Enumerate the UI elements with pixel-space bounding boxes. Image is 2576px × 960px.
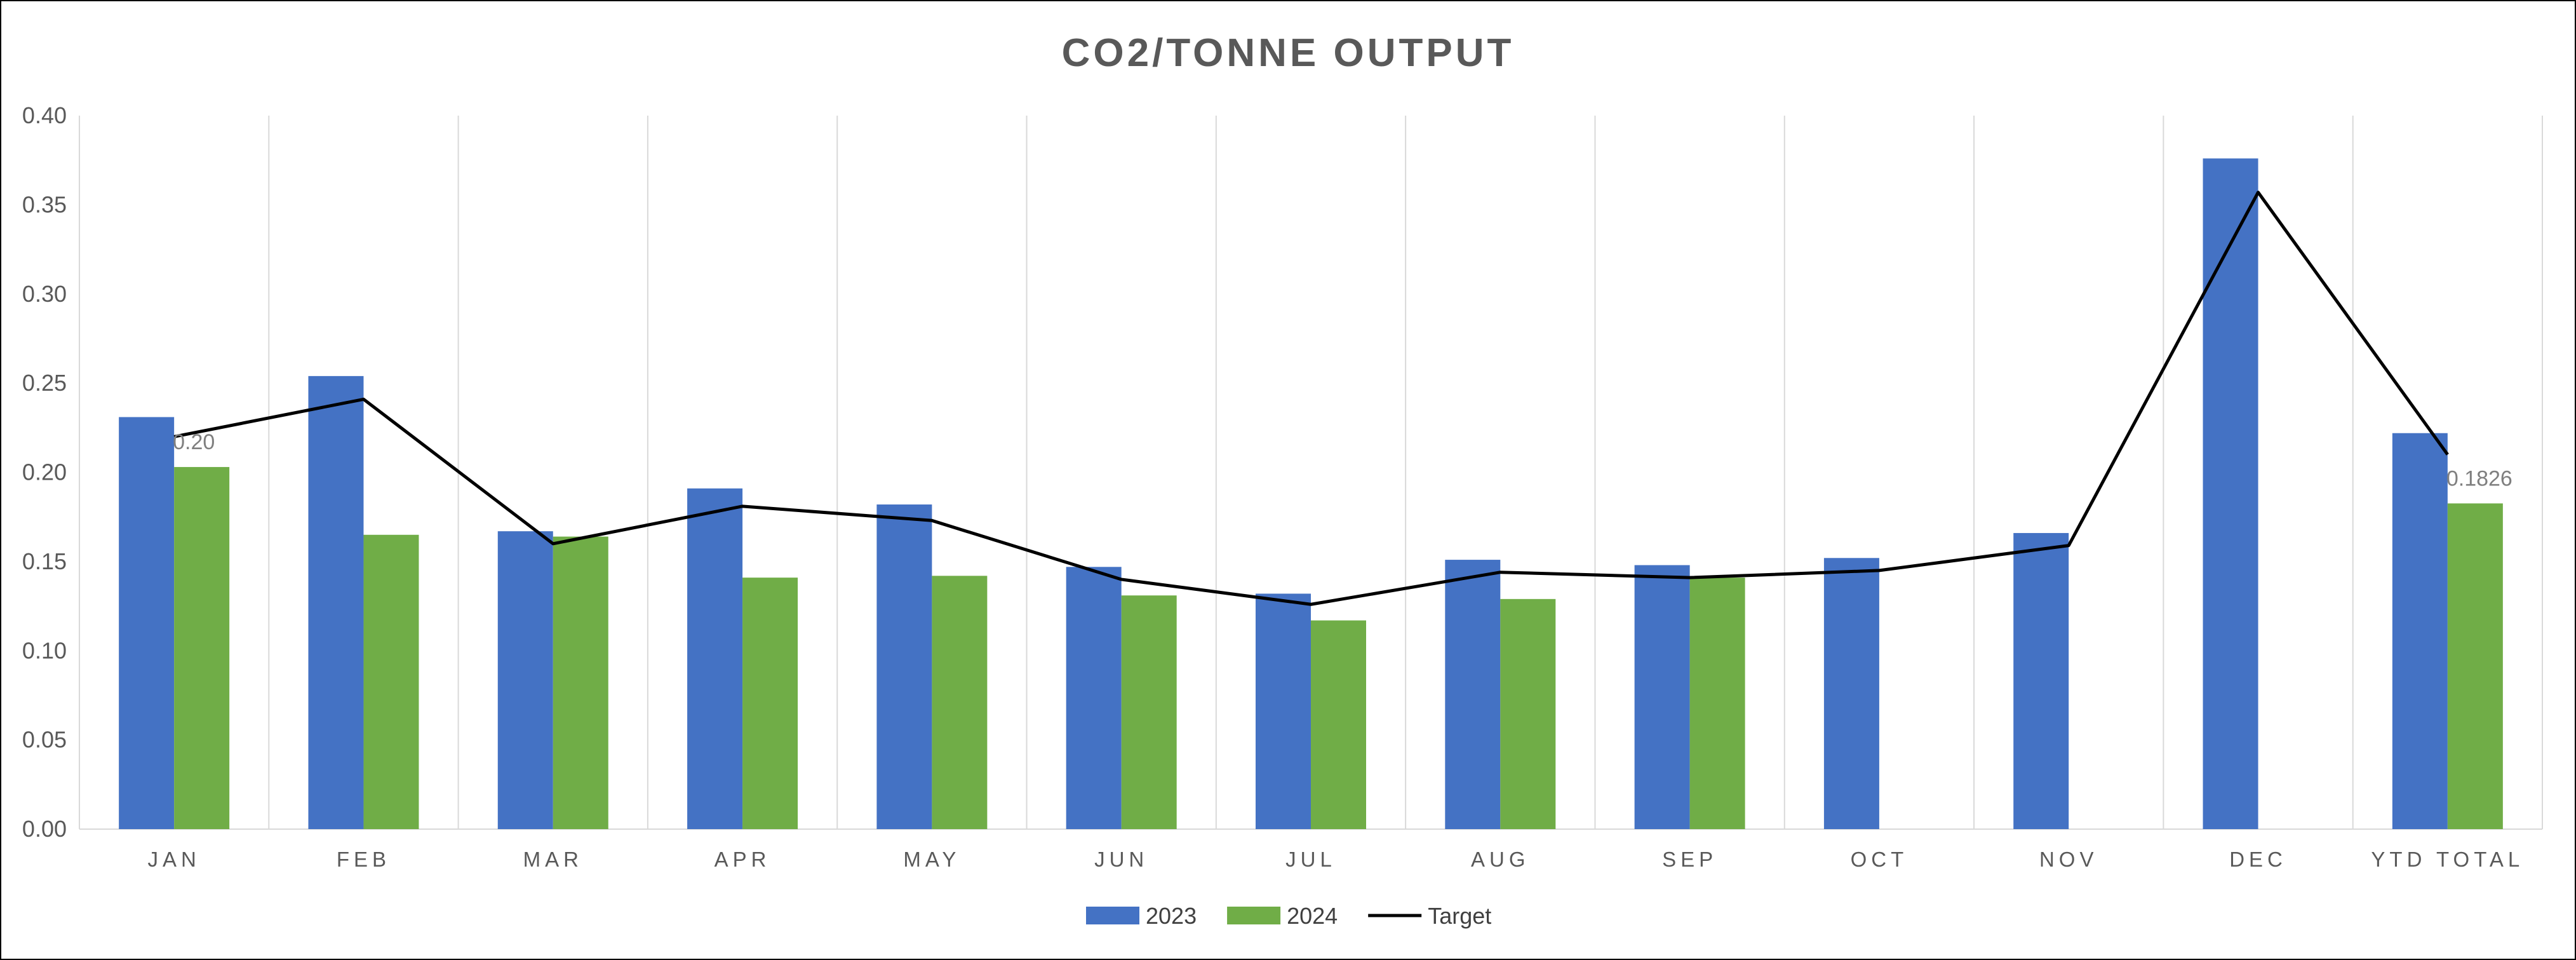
x-axis: JAN FEB MAR APR MAY JUN JUL AUG SEP OCT NOV DEC YTD … xyxy=(147,848,2524,871)
bar-2024-sep xyxy=(1689,578,1745,829)
y-tick-label: 0.20 xyxy=(22,459,67,485)
bar-2023-sep xyxy=(1634,565,1690,829)
bar-2023-oct xyxy=(1823,558,1879,829)
target-line xyxy=(173,191,2449,606)
data-label: 0.1826 xyxy=(2446,466,2512,490)
y-tick-label: 0.15 xyxy=(22,548,67,574)
bar-2024-may xyxy=(932,576,988,829)
x-tick-label: MAY xyxy=(903,848,960,871)
y-tick-label: 0.00 xyxy=(22,816,67,842)
bars xyxy=(119,158,2503,829)
x-tick-label: YTD TOTAL xyxy=(2371,848,2524,871)
bar-2024-mar xyxy=(553,536,608,829)
data-labels: 0.20 0.1826 xyxy=(173,430,2512,490)
bar-2024-feb xyxy=(363,534,419,829)
x-tick-label: MAR xyxy=(523,848,583,871)
legend-label-2024: 2024 xyxy=(1287,903,1338,929)
bar-2023-dec xyxy=(2203,158,2258,829)
legend-label-target: Target xyxy=(1428,903,1491,929)
y-axis: 0.00 0.05 0.10 0.15 0.20 0.25 0.30 0.35 0.40 xyxy=(22,102,67,842)
x-tick-label: JAN xyxy=(147,848,200,871)
data-label: 0.20 xyxy=(173,430,215,454)
x-tick-label: FEB xyxy=(337,848,391,871)
bar-2023-jul xyxy=(1256,593,1311,829)
bar-2023-aug xyxy=(1445,560,1501,829)
legend-label-2023: 2023 xyxy=(1146,903,1197,929)
legend-swatch-2024 xyxy=(1227,907,1281,924)
bar-2024-apr xyxy=(742,578,798,829)
bar-2023-may xyxy=(876,504,932,829)
bar-2024-aug xyxy=(1500,598,1556,829)
bar-2023-mar xyxy=(497,531,553,829)
x-tick-label: NOV xyxy=(2039,848,2098,871)
bar-2023-jan xyxy=(119,417,175,829)
x-tick-label: SEP xyxy=(1662,848,1717,871)
legend: 2023 2024 Target xyxy=(1086,903,1491,929)
y-tick-label: 0.05 xyxy=(22,727,67,753)
x-tick-label: JUN xyxy=(1094,848,1148,871)
bar-2023-nov xyxy=(2013,532,2069,829)
y-tick-label: 0.25 xyxy=(22,370,67,396)
y-tick-label: 0.10 xyxy=(22,637,67,663)
y-tick-label: 0.35 xyxy=(22,191,67,217)
bar-2023-feb xyxy=(308,375,364,829)
x-tick-label: AUG xyxy=(1471,848,1530,871)
bar-2024-jan xyxy=(174,467,230,829)
y-tick-label: 0.30 xyxy=(22,281,67,307)
x-tick-label: DEC xyxy=(2229,848,2287,871)
gridlines xyxy=(79,116,2543,830)
bar-2023-jun xyxy=(1066,567,1122,829)
x-tick-label: OCT xyxy=(1851,848,1909,871)
target-line-group xyxy=(173,191,2449,606)
bar-2024-ytd-total xyxy=(2447,503,2503,829)
x-tick-label: APR xyxy=(714,848,771,871)
legend-swatch-2023 xyxy=(1086,907,1139,924)
bar-2024-jul xyxy=(1311,620,1366,829)
chart-title: CO2/TONNE OUTPUT xyxy=(1062,31,1515,75)
y-tick-label: 0.40 xyxy=(22,102,67,128)
bar-2023-apr xyxy=(687,488,743,829)
x-tick-label: JUL xyxy=(1285,848,1336,871)
bar-2024-jun xyxy=(1121,595,1177,829)
bar-2023-ytd-total xyxy=(2392,433,2448,829)
